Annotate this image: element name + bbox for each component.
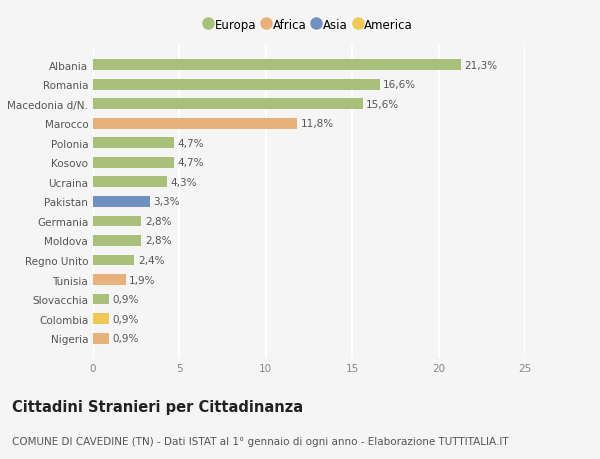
Bar <box>93 294 109 305</box>
Text: 1,9%: 1,9% <box>129 275 156 285</box>
Text: 16,6%: 16,6% <box>383 80 416 90</box>
Bar <box>93 118 297 129</box>
Bar <box>93 216 142 227</box>
Text: 0,9%: 0,9% <box>112 295 139 304</box>
Bar <box>93 157 174 168</box>
Legend: Europa, Africa, Asia, America: Europa, Africa, Asia, America <box>200 14 418 37</box>
Bar <box>93 274 126 285</box>
Text: 2,8%: 2,8% <box>145 236 172 246</box>
Text: 21,3%: 21,3% <box>464 61 497 70</box>
Bar <box>93 255 134 266</box>
Text: 3,3%: 3,3% <box>154 197 180 207</box>
Bar <box>93 333 109 344</box>
Bar <box>93 235 142 246</box>
Text: 0,9%: 0,9% <box>112 314 139 324</box>
Bar <box>93 79 380 90</box>
Text: 4,3%: 4,3% <box>171 178 197 187</box>
Text: Cittadini Stranieri per Cittadinanza: Cittadini Stranieri per Cittadinanza <box>12 399 303 414</box>
Bar <box>93 196 150 207</box>
Text: 0,9%: 0,9% <box>112 334 139 343</box>
Text: 4,7%: 4,7% <box>178 158 204 168</box>
Text: 11,8%: 11,8% <box>301 119 334 129</box>
Bar <box>93 60 461 71</box>
Bar <box>93 313 109 325</box>
Bar <box>93 99 362 110</box>
Text: 2,4%: 2,4% <box>138 256 164 265</box>
Text: 4,7%: 4,7% <box>178 139 204 148</box>
Text: 15,6%: 15,6% <box>366 100 399 109</box>
Text: 2,8%: 2,8% <box>145 217 172 226</box>
Text: COMUNE DI CAVEDINE (TN) - Dati ISTAT al 1° gennaio di ogni anno - Elaborazione T: COMUNE DI CAVEDINE (TN) - Dati ISTAT al … <box>12 436 509 446</box>
Bar <box>93 138 174 149</box>
Bar <box>93 177 167 188</box>
